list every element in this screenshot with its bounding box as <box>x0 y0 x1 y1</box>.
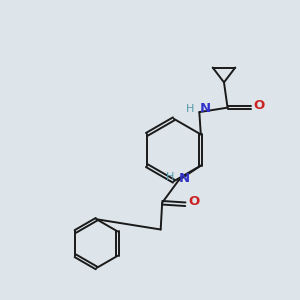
Text: N: N <box>200 102 211 115</box>
Text: O: O <box>188 195 199 208</box>
Text: O: O <box>254 99 265 112</box>
Text: H: H <box>186 103 195 113</box>
Text: H: H <box>165 172 174 182</box>
Text: N: N <box>178 172 189 185</box>
